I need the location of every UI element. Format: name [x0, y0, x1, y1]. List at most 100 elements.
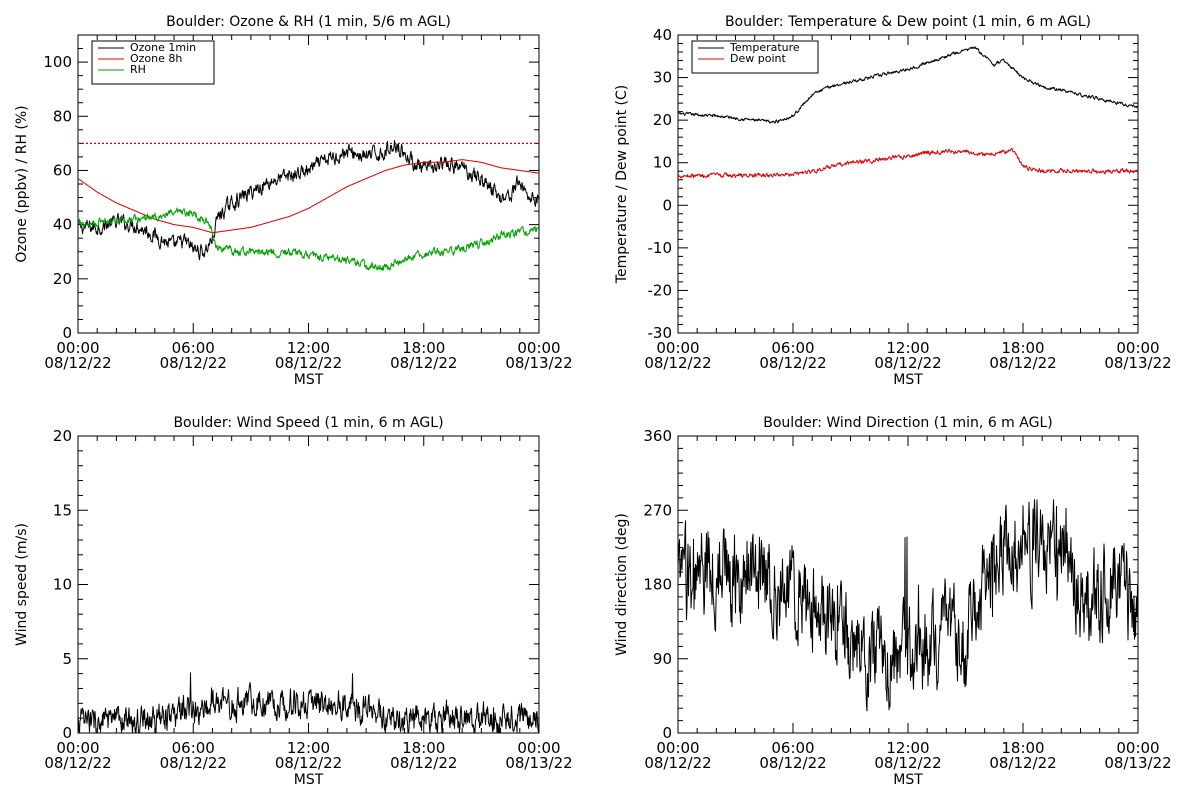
y-tick-label: 40	[653, 26, 672, 44]
panel-2: Boulder: Temperature & Dew point (1 min,…	[614, 14, 1172, 388]
chart-title: Boulder: Wind Direction (1 min, 6 m AGL)	[763, 415, 1052, 431]
chart-title: Boulder: Temperature & Dew point (1 min,…	[725, 14, 1091, 30]
y-tick-label: 15	[53, 501, 72, 519]
x-tick-label-time: 00:00	[1116, 739, 1159, 757]
x-tick-label-time: 00:00	[517, 339, 560, 357]
x-tick-label-time: 00:00	[656, 339, 699, 357]
x-tick-label-date: 08/12/22	[759, 754, 826, 772]
x-tick-label-date: 08/12/22	[44, 354, 111, 372]
x-tick-label-date: 08/12/22	[989, 354, 1056, 372]
series-line-ozone-1min	[78, 140, 539, 261]
series-line-temperature	[678, 46, 1138, 124]
y-tick-label: 0	[62, 724, 72, 742]
x-tick-label-time: 06:00	[771, 339, 814, 357]
x-tick-label-date: 08/12/22	[160, 754, 227, 772]
series-line-rh	[78, 207, 539, 271]
plot-frame	[77, 435, 540, 734]
panel-1: Boulder: Ozone & RH (1 min, 5/6 m AGL)00…	[14, 14, 573, 388]
x-tick-label-date: 08/12/22	[989, 754, 1056, 772]
chart-title: Boulder: Ozone & RH (1 min, 5/6 m AGL)	[166, 14, 451, 30]
x-tick-label-date: 08/13/22	[505, 354, 572, 372]
y-axis-label: Wind direction (deg)	[614, 513, 630, 656]
y-tick-label: 0	[62, 324, 72, 342]
x-tick-label-date: 08/12/22	[390, 754, 457, 772]
x-tick-label-date: 08/12/22	[390, 354, 457, 372]
y-tick-label: 180	[643, 576, 672, 594]
y-tick-label: 20	[53, 270, 72, 288]
y-tick-label: 5	[62, 650, 72, 668]
x-axis-label: MST	[294, 372, 324, 388]
y-tick-label: 100	[43, 53, 72, 71]
x-tick-label-date: 08/13/22	[505, 754, 572, 772]
series-line	[78, 672, 539, 733]
legend-label: Temperature	[729, 41, 800, 54]
x-tick-label-time: 06:00	[771, 739, 814, 757]
x-tick-label-time: 00:00	[656, 739, 699, 757]
x-tick-label-time: 18:00	[1001, 739, 1044, 757]
y-tick-label: 60	[53, 161, 72, 179]
y-tick-label: -20	[648, 281, 673, 299]
y-tick-label: -10	[648, 239, 673, 257]
y-tick-label: 90	[653, 650, 672, 668]
x-tick-label-time: 00:00	[517, 739, 560, 757]
x-tick-label-time: 12:00	[886, 739, 929, 757]
series-line	[678, 499, 1138, 712]
chart-title: Boulder: Wind Speed (1 min, 6 m AGL)	[173, 415, 443, 431]
x-tick-label-date: 08/12/22	[644, 354, 711, 372]
legend-label: Ozone 8h	[130, 52, 182, 65]
y-tick-label: 0	[662, 196, 672, 214]
legend-label: RH	[130, 63, 146, 76]
x-axis-label: MST	[893, 372, 923, 388]
legend-box	[691, 40, 819, 74]
x-tick-label-date: 08/12/22	[644, 754, 711, 772]
panel-4: Boulder: Wind Direction (1 min, 6 m AGL)…	[614, 415, 1172, 788]
y-tick-label: 360	[643, 427, 672, 445]
y-tick-label: 0	[662, 724, 672, 742]
series-line-ozone-8h	[78, 159, 539, 234]
plot-area	[78, 672, 539, 733]
plot-frame	[677, 34, 1139, 334]
y-tick-label: 20	[653, 111, 672, 129]
y-tick-label: 10	[653, 154, 672, 172]
x-tick-label-date: 08/12/22	[874, 354, 941, 372]
x-tick-label-date: 08/12/22	[160, 354, 227, 372]
y-axis-label: Wind speed (m/s)	[14, 523, 30, 646]
plot-area	[78, 140, 539, 271]
y-axis-label: Ozone (ppbv) / RH (%)	[14, 105, 30, 262]
x-axis-label: MST	[294, 772, 324, 788]
y-tick-label: 80	[53, 107, 72, 125]
x-tick-label-time: 00:00	[1116, 339, 1159, 357]
x-tick-label-time: 18:00	[1001, 339, 1044, 357]
x-tick-label-time: 12:00	[287, 339, 330, 357]
x-tick-label-date: 08/12/22	[44, 754, 111, 772]
y-tick-label: 10	[53, 576, 72, 594]
x-tick-label-time: 12:00	[886, 339, 929, 357]
x-tick-label-date: 08/12/22	[759, 354, 826, 372]
series-line-dew-point	[678, 147, 1138, 179]
plot-area	[678, 46, 1138, 179]
x-tick-label-date: 08/12/22	[275, 354, 342, 372]
x-tick-label-time: 12:00	[287, 739, 330, 757]
x-tick-label-date: 08/13/22	[1104, 754, 1171, 772]
y-tick-label: 20	[53, 427, 72, 445]
y-tick-label: 270	[643, 501, 672, 519]
y-tick-label: 40	[53, 216, 72, 234]
legend-label: Dew point	[730, 52, 786, 65]
y-tick-label: 30	[653, 69, 672, 87]
panel-3: Boulder: Wind Speed (1 min, 6 m AGL) 00:0…	[14, 415, 573, 788]
legend-label: Ozone 1min	[130, 41, 196, 54]
y-tick-label: -30	[648, 324, 673, 342]
x-tick-label-date: 08/13/22	[1104, 354, 1171, 372]
x-axis-label: MST	[893, 772, 923, 788]
x-tick-label-time: 06:00	[172, 339, 215, 357]
x-tick-label-time: 00:00	[56, 739, 99, 757]
x-tick-label-time: 18:00	[402, 739, 445, 757]
x-tick-label-time: 18:00	[402, 339, 445, 357]
x-tick-label-date: 08/12/22	[874, 754, 941, 772]
x-tick-label-date: 08/12/22	[275, 754, 342, 772]
y-axis-label: Temperature / Dew point (C)	[614, 85, 630, 284]
x-tick-label-time: 00:00	[56, 339, 99, 357]
plot-area	[678, 499, 1138, 712]
x-tick-label-time: 06:00	[172, 739, 215, 757]
